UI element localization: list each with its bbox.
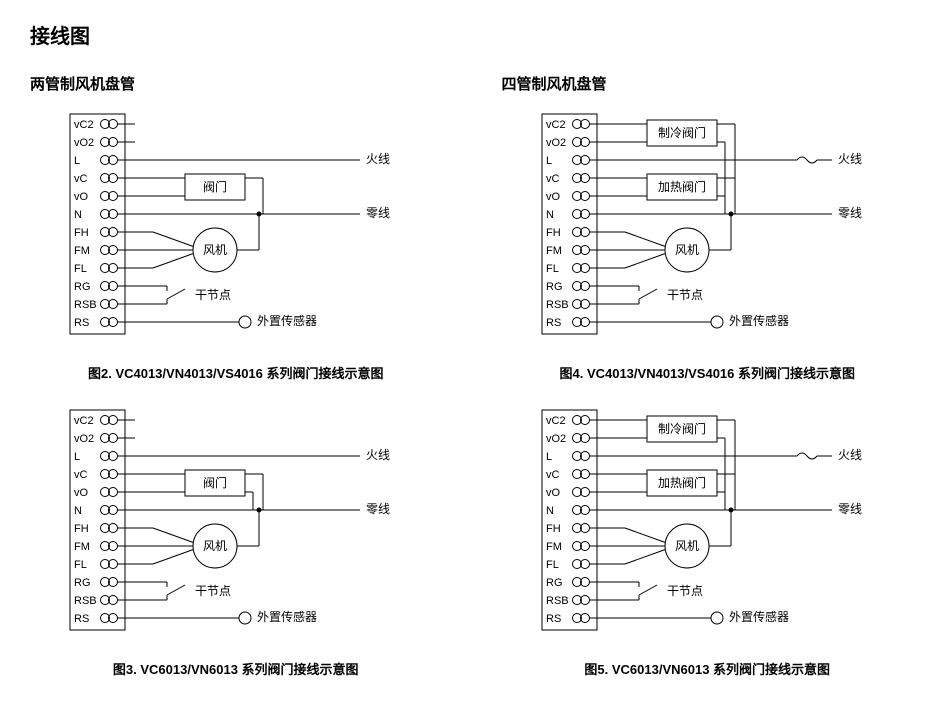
svg-text:FL: FL — [546, 559, 559, 571]
svg-text:干节点: 干节点 — [666, 584, 702, 598]
svg-text:风机: 风机 — [203, 243, 227, 257]
svg-text:外置传感器: 外置传感器 — [729, 609, 789, 624]
svg-text:RS: RS — [74, 613, 89, 625]
wiring-diagram: vC2 vO2 LvC vO N FH FM FL RG RSB RS 制冷阀门加热阀门 火线零线风机干… — [502, 110, 914, 382]
svg-text:vC2: vC2 — [74, 119, 94, 131]
svg-text:FH: FH — [74, 227, 89, 239]
svg-text:vO: vO — [74, 191, 89, 203]
svg-text:风机: 风机 — [203, 539, 227, 553]
wiring-svg: vC2 vO2 LvC vO N FH FM FL RG RSB RS 制冷阀门加热阀门 火线零线风机干… — [502, 110, 882, 350]
svg-text:vC2: vC2 — [546, 415, 566, 427]
svg-text:外置传感器: 外置传感器 — [729, 313, 789, 328]
svg-text:vC: vC — [546, 469, 560, 481]
wiring-diagram: vC2 vO2 LvC vO N FH FM FL RG RSB RS 制冷阀门加热阀门 火线零线风机干… — [502, 406, 914, 678]
svg-text:零线: 零线 — [838, 206, 862, 220]
diagram-caption: 图3. VC6013/VN6013 系列阀门接线示意图 — [30, 659, 442, 678]
svg-text:干节点: 干节点 — [666, 288, 702, 302]
left-column-title: 两管制风机盘管 — [30, 73, 442, 94]
svg-text:外置传感器: 外置传感器 — [257, 609, 317, 624]
svg-text:L: L — [546, 155, 552, 167]
svg-text:RG: RG — [74, 281, 91, 293]
right-column-title: 四管制风机盘管 — [502, 73, 914, 94]
diagram-caption: 图5. VC6013/VN6013 系列阀门接线示意图 — [502, 659, 914, 678]
svg-text:vC: vC — [74, 469, 88, 481]
wiring-svg: vC2 vO2 LvC vO N FH FM FL RG RSB RS 阀门 火线零线风机干节点外置传感… — [30, 110, 410, 350]
svg-text:FH: FH — [546, 227, 561, 239]
svg-text:零线: 零线 — [366, 206, 390, 220]
svg-text:火线: 火线 — [366, 152, 390, 166]
svg-text:FL: FL — [74, 559, 87, 571]
svg-text:零线: 零线 — [838, 502, 862, 516]
diagram-caption: 图2. VC4013/VN4013/VS4016 系列阀门接线示意图 — [30, 363, 442, 382]
svg-text:零线: 零线 — [366, 502, 390, 516]
svg-text:RG: RG — [74, 577, 91, 589]
svg-text:制冷阀门: 制冷阀门 — [657, 125, 705, 140]
svg-text:vO2: vO2 — [74, 137, 94, 149]
svg-text:阀门: 阀门 — [203, 179, 227, 194]
svg-text:N: N — [546, 209, 554, 221]
columns-container: 两管制风机盘管 vC2vO2LvCvONFHFMFLRGRSBRS阀门火线零线风… — [30, 73, 913, 702]
svg-text:RG: RG — [546, 281, 563, 293]
svg-text:FM: FM — [546, 541, 562, 553]
svg-text:RS: RS — [546, 613, 561, 625]
svg-text:RSB: RSB — [74, 595, 97, 607]
svg-text:FH: FH — [74, 523, 89, 535]
svg-text:外置传感器: 外置传感器 — [257, 313, 317, 328]
svg-text:vC2: vC2 — [74, 415, 94, 427]
svg-text:vO2: vO2 — [74, 433, 94, 445]
svg-text:制冷阀门: 制冷阀门 — [657, 421, 705, 436]
svg-text:vO: vO — [546, 191, 561, 203]
wiring-svg: vC2 vO2 LvC vO N FH FM FL RG RSB RS 阀门 火线零线风机干节点外置传感… — [30, 406, 410, 646]
svg-text:vO2: vO2 — [546, 433, 566, 445]
svg-text:风机: 风机 — [674, 539, 698, 553]
svg-text:火线: 火线 — [366, 448, 390, 462]
svg-text:火线: 火线 — [838, 152, 862, 166]
svg-text:vO: vO — [74, 487, 89, 499]
svg-text:FL: FL — [546, 263, 559, 275]
svg-text:FL: FL — [74, 263, 87, 275]
svg-text:RSB: RSB — [546, 595, 569, 607]
svg-text:FM: FM — [74, 245, 90, 257]
svg-text:vO: vO — [546, 487, 561, 499]
svg-text:FH: FH — [546, 523, 561, 535]
diagram-caption: 图4. VC4013/VN4013/VS4016 系列阀门接线示意图 — [502, 363, 914, 382]
svg-text:vC: vC — [74, 173, 88, 185]
svg-text:vC: vC — [546, 173, 560, 185]
wiring-diagram: vC2 vO2 LvC vO N FH FM FL RG RSB RS 阀门 火线零线风机干节点外置传感… — [30, 406, 442, 678]
left-column: 两管制风机盘管 vC2vO2LvCvONFHFMFLRGRSBRS阀门火线零线风… — [30, 73, 442, 702]
svg-text:风机: 风机 — [674, 243, 698, 257]
svg-text:L: L — [546, 451, 552, 463]
svg-text:RG: RG — [546, 577, 563, 589]
svg-text:加热阀门: 加热阀门 — [657, 179, 705, 194]
svg-text:N: N — [74, 209, 82, 221]
svg-text:FM: FM — [546, 245, 562, 257]
svg-text:干节点: 干节点 — [195, 288, 231, 302]
right-column: 四管制风机盘管 vC2vO2LvCvONFHFMFLRGRSBRS制冷阀门加热阀… — [502, 73, 914, 702]
svg-text:N: N — [74, 505, 82, 517]
svg-text:FM: FM — [74, 541, 90, 553]
svg-text:N: N — [546, 505, 554, 517]
svg-text:阀门: 阀门 — [203, 475, 227, 490]
svg-text:干节点: 干节点 — [195, 584, 231, 598]
svg-text:RS: RS — [74, 317, 89, 329]
wiring-svg: vC2 vO2 LvC vO N FH FM FL RG RSB RS 制冷阀门加热阀门 火线零线风机干… — [502, 406, 882, 646]
svg-text:RSB: RSB — [74, 299, 97, 311]
page-title: 接线图 — [30, 20, 913, 49]
svg-text:加热阀门: 加热阀门 — [657, 475, 705, 490]
svg-text:L: L — [74, 155, 80, 167]
wiring-diagram: vC2 vO2 LvC vO N FH FM FL RG RSB RS 阀门 火线零线风机干节点外置传感… — [30, 110, 442, 382]
svg-text:火线: 火线 — [838, 448, 862, 462]
svg-text:vC2: vC2 — [546, 119, 566, 131]
svg-text:vO2: vO2 — [546, 137, 566, 149]
svg-text:RSB: RSB — [546, 299, 569, 311]
svg-text:RS: RS — [546, 317, 561, 329]
svg-text:L: L — [74, 451, 80, 463]
